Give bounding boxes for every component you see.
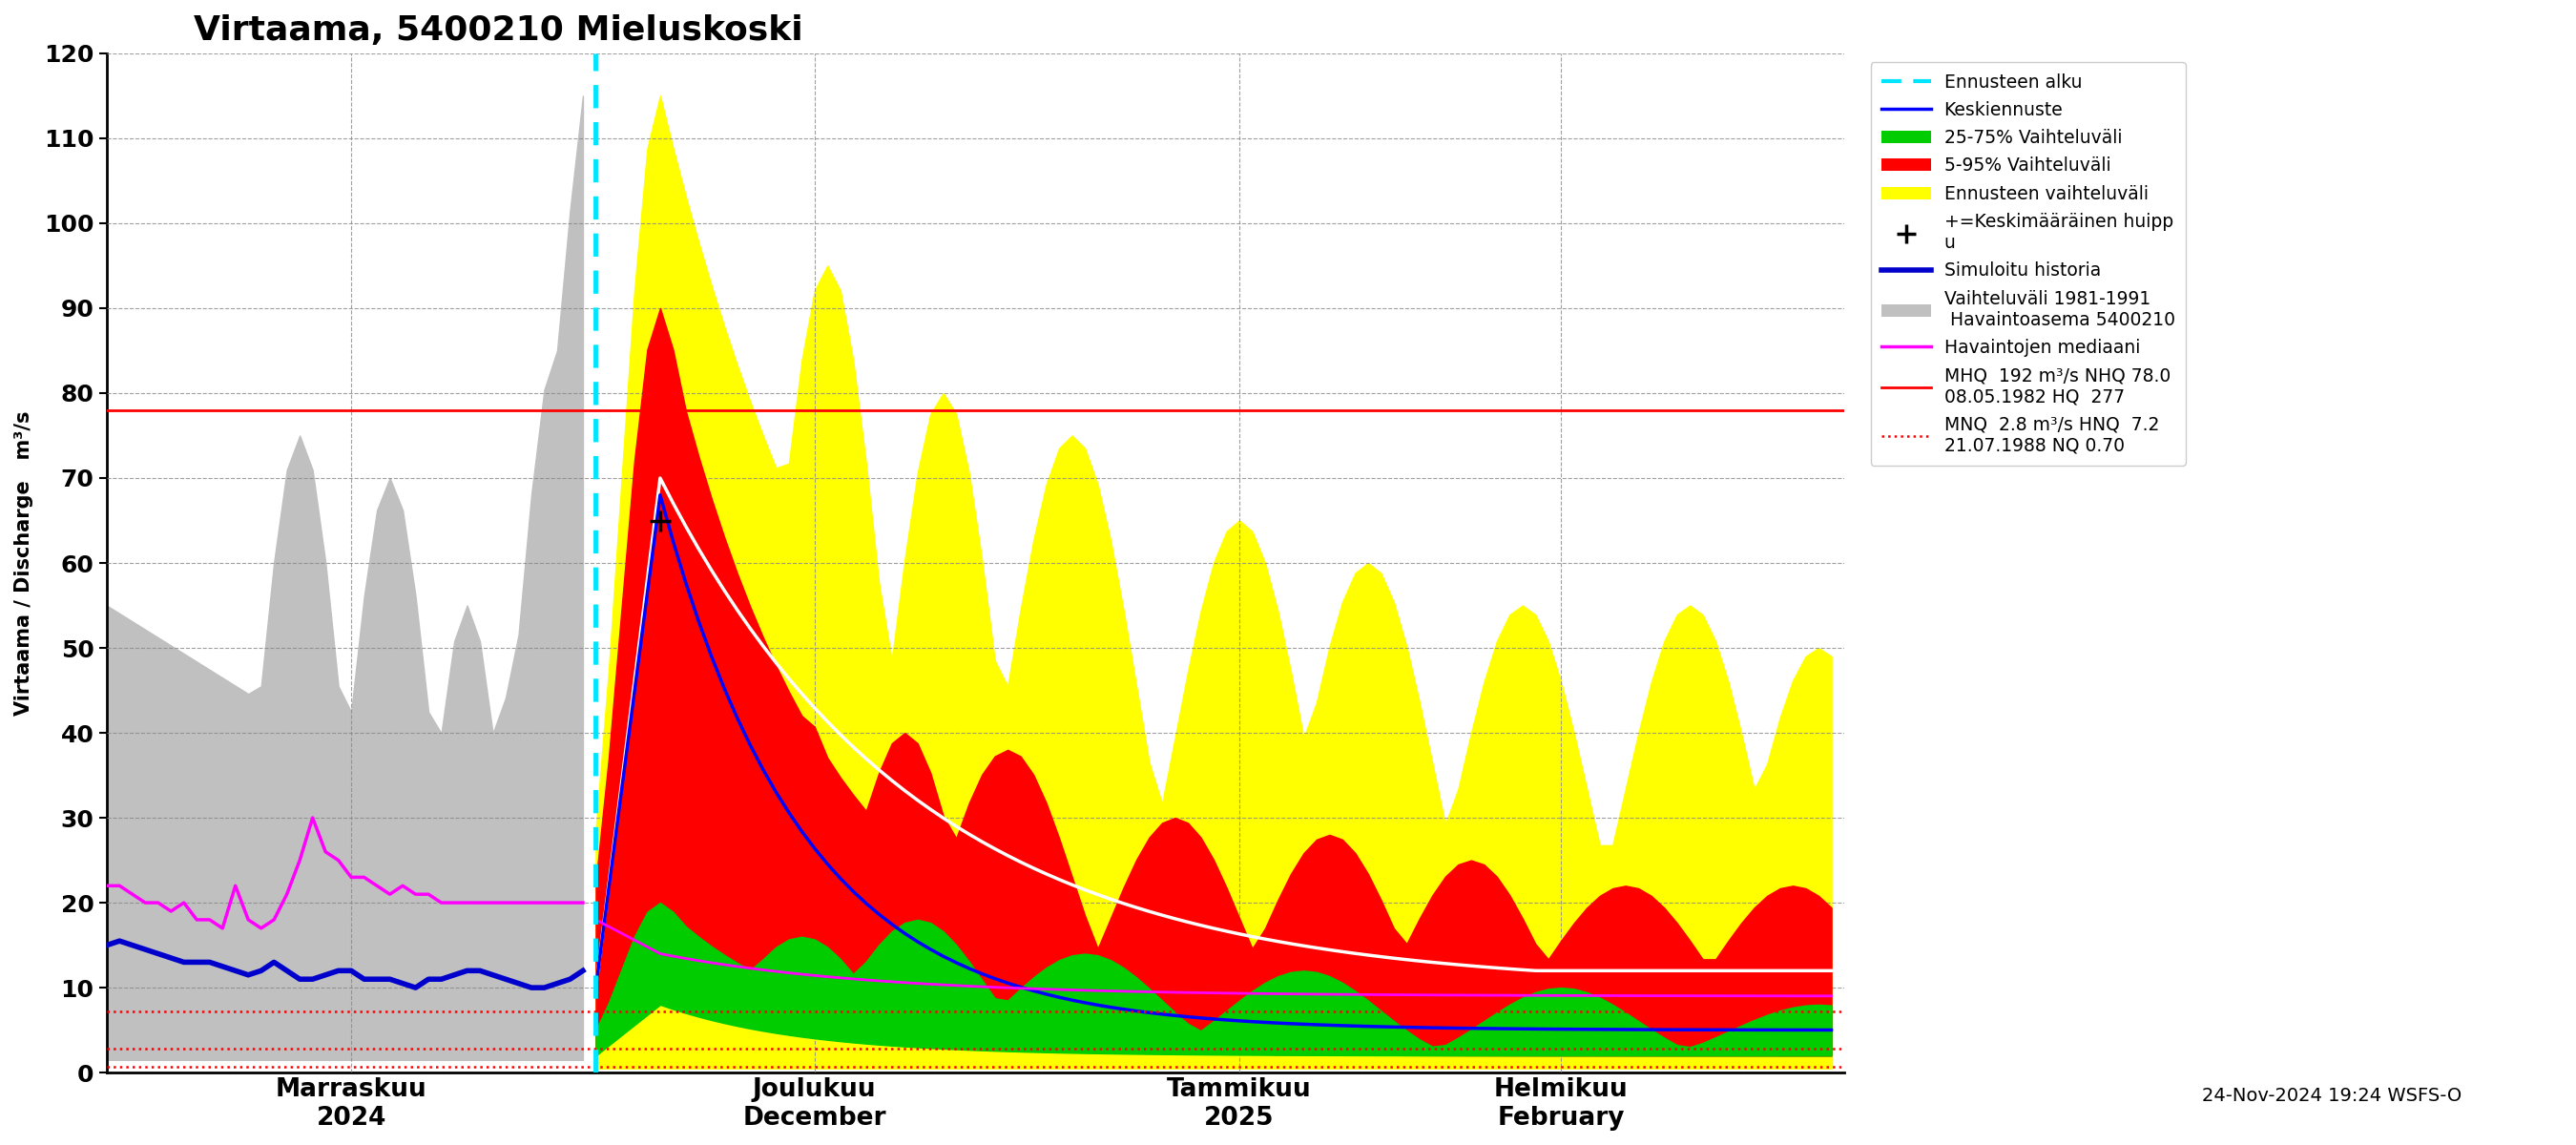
Legend: Ennusteen alku, Keskiennuste, 25-75% Vaihteluväli, 5-95% Vaihteluväli, Ennusteen: Ennusteen alku, Keskiennuste, 25-75% Vai… (1870, 62, 2184, 466)
Text: Virtaama, 5400210 Mieluskoski: Virtaama, 5400210 Mieluskoski (193, 14, 804, 47)
Text: 24-Nov-2024 19:24 WSFS-O: 24-Nov-2024 19:24 WSFS-O (2202, 1087, 2463, 1105)
Y-axis label: Virtaama / Discharge   m³/s: Virtaama / Discharge m³/s (15, 411, 33, 716)
